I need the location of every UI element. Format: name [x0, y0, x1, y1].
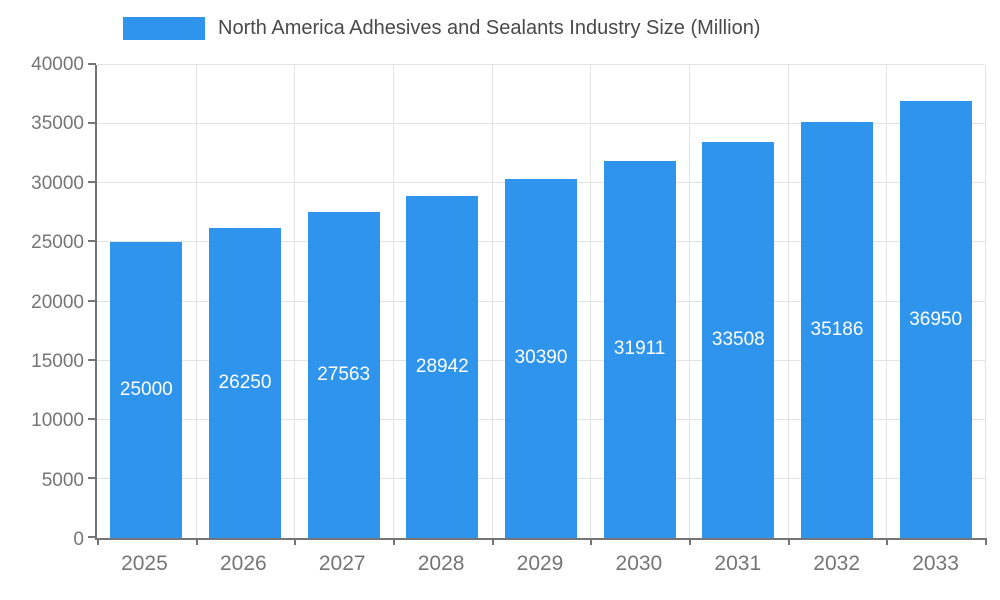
y-tick-label: 35000: [31, 113, 84, 135]
bar[interactable]: 25000: [110, 242, 183, 538]
x-tick-label: 2031: [714, 552, 762, 575]
x-tick-label: 2027: [318, 552, 366, 575]
y-tick-mark: [88, 299, 96, 302]
bar-band: 31911: [590, 65, 689, 538]
y-tick-label: 20000: [31, 291, 84, 313]
x-tick-label: 2030: [615, 552, 663, 575]
y-tick-mark: [88, 181, 96, 184]
bar-band: 30390: [492, 65, 591, 538]
bar-band: 26250: [196, 65, 295, 538]
y-tick-label: 15000: [31, 350, 84, 372]
v-gridline: [985, 65, 986, 538]
v-gridline: [787, 65, 789, 538]
bar[interactable]: 36950: [899, 101, 972, 538]
y-tick-label: 40000: [31, 54, 84, 75]
bar-value-label: 35186: [810, 318, 864, 340]
bar-band: 33508: [689, 65, 788, 538]
bar-band: 35186: [788, 65, 887, 538]
bar-value-label: 31911: [613, 338, 666, 360]
x-tick-mark: [985, 538, 987, 545]
bar-value-label: 36950: [909, 308, 963, 330]
x-tick-label: 2028: [417, 552, 465, 575]
bar-band: 36950: [886, 65, 985, 538]
legend[interactable]: North America Adhesives and Sealants Ind…: [123, 17, 760, 40]
y-axis: 0 5000 10000 15000 20000 25000 30000 35000 40000: [0, 54, 84, 550]
x-tick-label: 2026: [219, 552, 267, 575]
plot-area: 25000 26250 27563 28942 30390 31911 33508 35186…: [88, 63, 987, 545]
v-gridline: [392, 65, 394, 538]
x-tick-mark: [195, 538, 198, 545]
bar[interactable]: 35186: [800, 121, 873, 538]
bar[interactable]: 27563: [307, 212, 380, 538]
bar-value-label: 25000: [119, 379, 173, 401]
legend-swatch: [123, 17, 205, 40]
h-gridline: [97, 64, 985, 65]
x-tick-mark: [294, 538, 297, 545]
x-tick-mark: [97, 538, 99, 545]
x-tick-mark: [491, 538, 494, 545]
bar-band: 28942: [393, 65, 492, 538]
y-tick-label: 10000: [31, 410, 84, 432]
x-tick-label: 2033: [912, 552, 959, 575]
bar-value-label: 33508: [711, 328, 765, 350]
y-tick-label: 5000: [41, 469, 84, 491]
y-tick-label: 0: [73, 529, 84, 550]
y-tick-mark: [88, 536, 96, 538]
v-gridline: [195, 65, 197, 538]
y-tick-mark: [88, 240, 96, 243]
y-tick-mark: [88, 63, 96, 65]
bar-value-label: 26250: [218, 371, 272, 393]
bar-band: 25000: [97, 65, 196, 538]
y-tick-mark: [88, 476, 96, 479]
x-tick-mark: [886, 538, 889, 545]
v-gridline: [688, 65, 690, 538]
y-tick-mark: [88, 417, 96, 420]
x-tick-label: 2032: [813, 552, 861, 575]
h-gridline: [97, 123, 985, 125]
x-tick-label: 2029: [516, 552, 564, 575]
bar[interactable]: 30390: [504, 178, 577, 538]
x-axis: 2025 2026 2027 2028 2029 2030 2031 2032 2033: [95, 552, 985, 584]
bar-band: 27563: [294, 65, 393, 538]
v-gridline: [886, 65, 888, 538]
bar[interactable]: 28942: [406, 195, 479, 538]
v-gridline: [590, 65, 592, 538]
v-gridline: [294, 65, 296, 538]
v-gridline: [491, 65, 493, 538]
bar-value-label: 30390: [514, 347, 568, 369]
x-tick-label: 2025: [121, 552, 168, 575]
legend-label: North America Adhesives and Sealants Ind…: [218, 17, 761, 39]
y-tick-label: 30000: [31, 172, 84, 194]
bar[interactable]: 31911: [603, 160, 676, 538]
bar-value-label: 27563: [317, 364, 371, 386]
bar-value-label: 28942: [415, 355, 469, 377]
x-tick-mark: [392, 538, 395, 545]
bar[interactable]: 26250: [208, 227, 281, 538]
x-tick-mark: [590, 538, 593, 545]
x-tick-mark: [688, 538, 691, 545]
y-tick-mark: [88, 122, 96, 125]
x-tick-mark: [787, 538, 790, 545]
bar[interactable]: 33508: [702, 141, 775, 538]
y-tick-label: 25000: [31, 232, 84, 254]
y-tick-mark: [88, 358, 96, 361]
